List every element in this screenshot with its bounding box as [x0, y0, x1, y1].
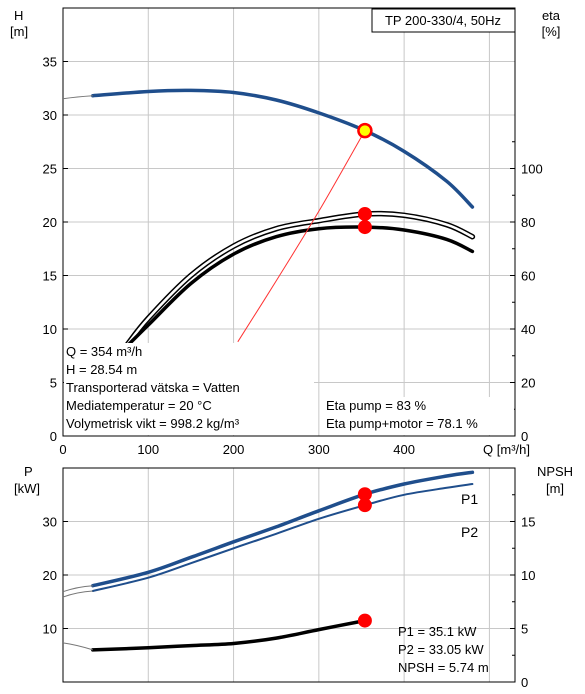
y-left-tick-label: 30 [43, 515, 57, 530]
y-left-tick-label: 15 [43, 269, 57, 284]
y-right-tick-label: 0 [521, 675, 528, 690]
p-axis-unit: [kW] [14, 481, 40, 496]
value-info-line: P1 = 35.1 kW [398, 624, 477, 639]
operating-info-line: H = 28.54 m [66, 362, 137, 377]
value-info-line: NPSH = 5.74 m [398, 660, 489, 675]
data-point-marker [357, 220, 372, 235]
y-right-tick-label: 60 [521, 269, 535, 284]
chart-title: TP 200-330/4, 50Hz [385, 13, 501, 28]
curve-extension [62, 590, 93, 598]
y-left-tick-label: 20 [43, 568, 57, 583]
y-left-tick-label: 10 [43, 322, 57, 337]
x-tick-label: 100 [137, 442, 159, 457]
eta-pump-text: Eta pump = 83 % [326, 398, 427, 413]
y-right-tick-label: 0 [521, 429, 528, 444]
x-tick-label: 300 [308, 442, 330, 457]
data-point-marker [357, 613, 372, 628]
y-right-tick-label: 10 [521, 568, 535, 583]
p-axis-label: P [24, 464, 33, 479]
y-right-tick-label: 40 [521, 322, 535, 337]
data-point-marker [357, 206, 372, 221]
head-curve [91, 88, 475, 209]
operating-info-line: Volymetrisk vikt = 998.2 kg/m³ [66, 416, 240, 431]
y-left-tick-label: 5 [50, 376, 57, 391]
eta-pump-motor-text: Eta pump+motor = 78.1 % [326, 416, 478, 431]
y-right-tick-label: 100 [521, 162, 543, 177]
series-label-p2: P2 [461, 524, 478, 540]
x-tick-label: 400 [393, 442, 415, 457]
power-curve-2 [91, 483, 474, 592]
npsh-curve-extension [62, 642, 93, 651]
x-tick-label: 200 [223, 442, 245, 457]
y-left-tick-label: 10 [43, 622, 57, 637]
marker-layer [357, 122, 373, 628]
operating-info-line: Transporterad vätska = Vatten [66, 380, 240, 395]
data-point-marker [357, 498, 372, 513]
y-left-tick-label: 0 [50, 429, 57, 444]
npsh-axis-unit: [m] [546, 481, 564, 496]
x-tick-label: 0 [59, 442, 66, 457]
npsh-curve [91, 618, 367, 652]
operating-info-line: Mediatemperatur = 20 °C [66, 398, 212, 413]
power-curve-1 [91, 470, 475, 588]
series-label-p1: P1 [461, 491, 478, 507]
y-left-tick-label: 35 [43, 55, 57, 70]
grid-layer [62, 7, 516, 683]
operating-point-marker [357, 122, 373, 139]
y-right-tick-label: 5 [521, 622, 528, 637]
eta-pump-motor-curve [120, 225, 475, 353]
npsh-axis-label: NPSH [537, 464, 573, 479]
text-layer: 05101520253035020406080100102030051015H[… [10, 8, 573, 690]
y-right-tick-label: 20 [521, 376, 535, 391]
y-left-tick-label: 25 [43, 162, 57, 177]
curve-layer [62, 88, 476, 652]
system-curve [237, 130, 366, 343]
y-right-tick-label: 80 [521, 215, 535, 230]
y-left-tick-label: 20 [43, 215, 57, 230]
value-info-line: P2 = 33.05 kW [398, 642, 484, 657]
title-box [371, 8, 516, 33]
x-axis-label: Q [m³/h] [483, 442, 530, 457]
curve-extension [62, 95, 93, 100]
y-axis-label-right: eta [542, 8, 561, 23]
y-right-tick-label: 15 [521, 515, 535, 530]
curve-extension [62, 585, 93, 593]
y-axis-unit-left: [m] [10, 24, 28, 39]
y-axis-label-left: H [14, 8, 23, 23]
operating-info-line: Q = 354 m³/h [66, 344, 142, 359]
eta-pump-curve [125, 212, 474, 347]
y-axis-unit-right: [%] [542, 24, 561, 39]
y-left-tick-label: 30 [43, 108, 57, 123]
operating-info-box [64, 343, 314, 435]
eta-info-box [322, 397, 514, 435]
